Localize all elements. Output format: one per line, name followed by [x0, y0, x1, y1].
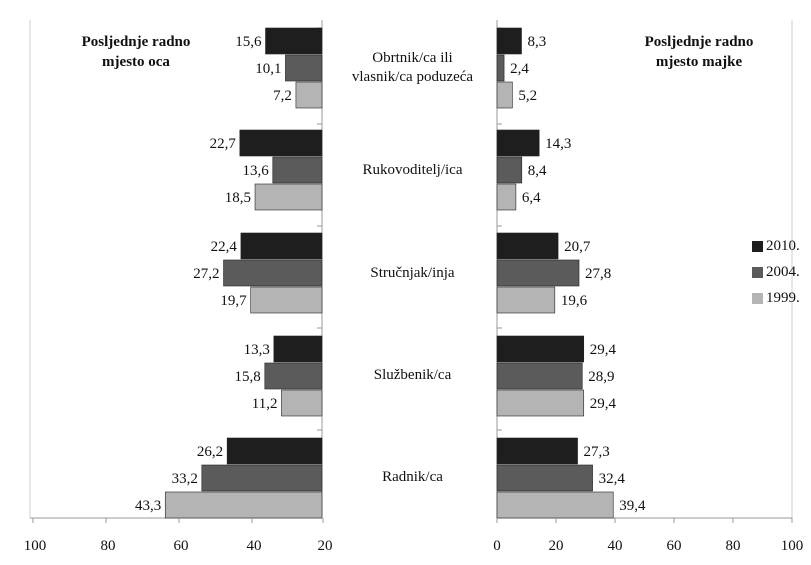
mother-data-label: 8,4	[528, 163, 547, 179]
legend-swatch	[752, 267, 763, 278]
father-data-label: 19,7	[220, 293, 247, 309]
father-bar	[281, 389, 323, 417]
category-label-line: Službenik/ca	[373, 367, 452, 383]
right-x-tick-label: 100	[781, 538, 804, 554]
father-data-label: 13,6	[243, 163, 270, 179]
mother-data-label: 19,6	[561, 293, 588, 309]
category-label-line: vlasnik/ca poduzeća	[351, 69, 474, 85]
mother-data-label: 6,4	[522, 190, 541, 206]
father-data-label: 11,2	[252, 396, 278, 412]
father-data-label: 22,7	[210, 136, 237, 152]
father-bar	[226, 437, 323, 465]
category-label-line: Obrtnik/ca ili	[372, 50, 453, 66]
father-data-label: 15,6	[235, 34, 262, 50]
mother-data-label: 5,2	[518, 88, 537, 104]
legend-label: 1999.	[766, 290, 800, 306]
right-x-tick-label: 80	[726, 538, 741, 554]
father-bar	[273, 335, 323, 363]
mother-bar	[496, 27, 522, 55]
title-right-line-1: Posljednje radno	[644, 34, 754, 50]
mother-data-label: 27,3	[584, 444, 610, 460]
title-right-line-2: mjesto majke	[655, 54, 743, 70]
left-x-tick-label: 60	[174, 538, 189, 554]
legend-swatch	[752, 241, 763, 252]
right-x-tick-label: 60	[667, 538, 682, 554]
father-data-label: 43,3	[135, 498, 161, 514]
category-label-line: Rukovoditelj/ica	[362, 162, 463, 178]
mother-data-label: 14,3	[545, 136, 571, 152]
title-right: Posljednje radno mjesto majke	[629, 32, 769, 72]
legend-label: 2004.	[766, 264, 800, 280]
father-bar	[264, 362, 323, 390]
mother-bar	[496, 286, 556, 314]
category-label-line: Radnik/ca	[382, 469, 443, 485]
mother-data-label: 39,4	[619, 498, 646, 514]
mother-bar	[496, 389, 585, 417]
mother-bar	[496, 491, 614, 519]
legend-swatch	[752, 293, 763, 304]
father-data-label: 13,3	[244, 342, 270, 358]
father-bar	[250, 286, 323, 314]
category-label: Obrtnik/ca ili vlasnik/ca poduzeća	[330, 49, 495, 87]
father-data-label: 22,4	[211, 239, 238, 255]
mother-bar	[496, 183, 517, 211]
category-label: Stručnjak/inja	[330, 264, 495, 283]
right-x-tick-label: 0	[493, 538, 501, 554]
mother-bar	[496, 464, 593, 492]
right-x-tick-label: 40	[608, 538, 623, 554]
left-x-tick-label: 40	[247, 538, 262, 554]
father-bar	[265, 27, 323, 55]
father-bar	[285, 54, 323, 82]
mother-data-label: 2,4	[510, 61, 529, 77]
left-x-tick-label: 100	[24, 538, 47, 554]
mother-data-label: 8,3	[527, 34, 546, 50]
legend-label: 2010.	[766, 238, 800, 254]
mother-bar	[496, 156, 523, 184]
mother-data-label: 29,4	[590, 396, 617, 412]
title-left-line-2: mjesto oca	[102, 54, 170, 70]
father-bar	[240, 232, 323, 260]
mother-bar	[496, 335, 585, 363]
mother-data-label: 29,4	[590, 342, 617, 358]
father-bar	[201, 464, 323, 492]
mother-data-label: 27,8	[585, 266, 611, 282]
category-label: Radnik/ca	[330, 468, 495, 487]
mother-data-label: 28,9	[588, 369, 614, 385]
father-data-label: 7,2	[273, 88, 292, 104]
mother-bar	[496, 259, 580, 287]
title-left-line-1: Posljednje radno	[81, 34, 191, 50]
mother-bar	[496, 362, 583, 390]
father-data-label: 26,2	[197, 444, 223, 460]
father-data-label: 15,8	[235, 369, 261, 385]
left-x-tick-label: 80	[101, 538, 116, 554]
mother-bar	[496, 437, 578, 465]
father-bar	[272, 156, 323, 184]
father-bar	[223, 259, 323, 287]
father-data-label: 33,2	[172, 471, 198, 487]
mother-bar	[496, 129, 540, 157]
father-data-label: 10,1	[255, 61, 281, 77]
left-x-tick-label: 20	[318, 538, 333, 554]
mother-bar	[496, 54, 505, 82]
title-left: Posljednje radno mjesto oca	[66, 32, 206, 72]
father-data-label: 27,2	[193, 266, 219, 282]
right-x-tick-label: 20	[549, 538, 564, 554]
mother-data-label: 32,4	[599, 471, 626, 487]
mother-data-label: 20,7	[564, 239, 591, 255]
father-bar	[295, 81, 323, 109]
category-label: Službenik/ca	[330, 366, 495, 385]
father-bar	[254, 183, 323, 211]
father-data-label: 18,5	[225, 190, 251, 206]
category-label: Rukovoditelj/ica	[330, 161, 495, 180]
mother-bar	[496, 81, 513, 109]
category-label-line: Stručnjak/inja	[370, 265, 455, 281]
father-bar	[239, 129, 323, 157]
father-bar	[164, 491, 323, 519]
mother-bar	[496, 232, 559, 260]
